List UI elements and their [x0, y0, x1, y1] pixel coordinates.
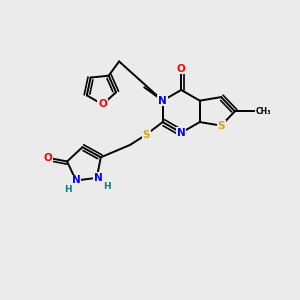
- Text: N: N: [158, 96, 167, 106]
- Text: O: O: [44, 154, 52, 164]
- Text: S: S: [142, 130, 150, 140]
- Text: N: N: [72, 176, 80, 185]
- Text: N: N: [177, 128, 186, 138]
- Text: H: H: [103, 182, 111, 191]
- Text: O: O: [177, 64, 186, 74]
- Text: O: O: [98, 99, 107, 110]
- Text: H: H: [64, 185, 71, 194]
- Text: CH₃: CH₃: [256, 107, 272, 116]
- Text: S: S: [218, 121, 225, 130]
- Text: N: N: [94, 173, 103, 183]
